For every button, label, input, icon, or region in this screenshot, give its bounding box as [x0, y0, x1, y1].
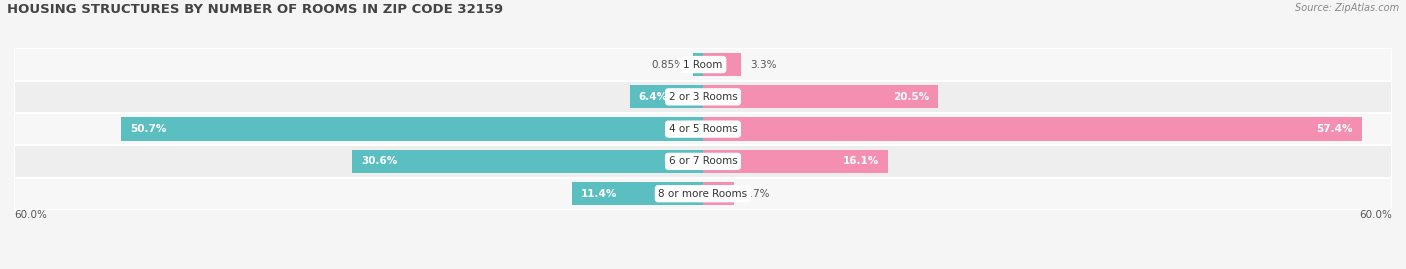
- Text: 8 or more Rooms: 8 or more Rooms: [658, 189, 748, 199]
- Text: Source: ZipAtlas.com: Source: ZipAtlas.com: [1295, 3, 1399, 13]
- Bar: [14, 81, 1392, 113]
- Bar: [703, 118, 1362, 141]
- Bar: [703, 150, 887, 173]
- Text: 0.85%: 0.85%: [651, 59, 685, 70]
- Text: 50.7%: 50.7%: [129, 124, 166, 134]
- Bar: [703, 182, 734, 205]
- Text: 6 or 7 Rooms: 6 or 7 Rooms: [669, 156, 737, 167]
- Text: 60.0%: 60.0%: [14, 210, 46, 221]
- Text: HOUSING STRUCTURES BY NUMBER OF ROOMS IN ZIP CODE 32159: HOUSING STRUCTURES BY NUMBER OF ROOMS IN…: [7, 3, 503, 16]
- Text: 16.1%: 16.1%: [842, 156, 879, 167]
- Bar: [693, 53, 703, 76]
- Bar: [121, 118, 703, 141]
- Bar: [14, 178, 1392, 210]
- Bar: [352, 150, 703, 173]
- Bar: [14, 48, 1392, 81]
- Text: 4 or 5 Rooms: 4 or 5 Rooms: [669, 124, 737, 134]
- Text: 20.5%: 20.5%: [893, 92, 929, 102]
- Text: 60.0%: 60.0%: [1360, 210, 1392, 221]
- Text: 2.7%: 2.7%: [744, 189, 769, 199]
- Bar: [572, 182, 703, 205]
- Bar: [14, 145, 1392, 178]
- Bar: [703, 53, 741, 76]
- Text: 11.4%: 11.4%: [581, 189, 617, 199]
- Text: 3.3%: 3.3%: [749, 59, 776, 70]
- Text: 2 or 3 Rooms: 2 or 3 Rooms: [669, 92, 737, 102]
- Text: 6.4%: 6.4%: [638, 92, 668, 102]
- Text: 57.4%: 57.4%: [1316, 124, 1353, 134]
- Text: 30.6%: 30.6%: [361, 156, 396, 167]
- Bar: [703, 85, 938, 108]
- Bar: [14, 113, 1392, 145]
- Text: 1 Room: 1 Room: [683, 59, 723, 70]
- Bar: [630, 85, 703, 108]
